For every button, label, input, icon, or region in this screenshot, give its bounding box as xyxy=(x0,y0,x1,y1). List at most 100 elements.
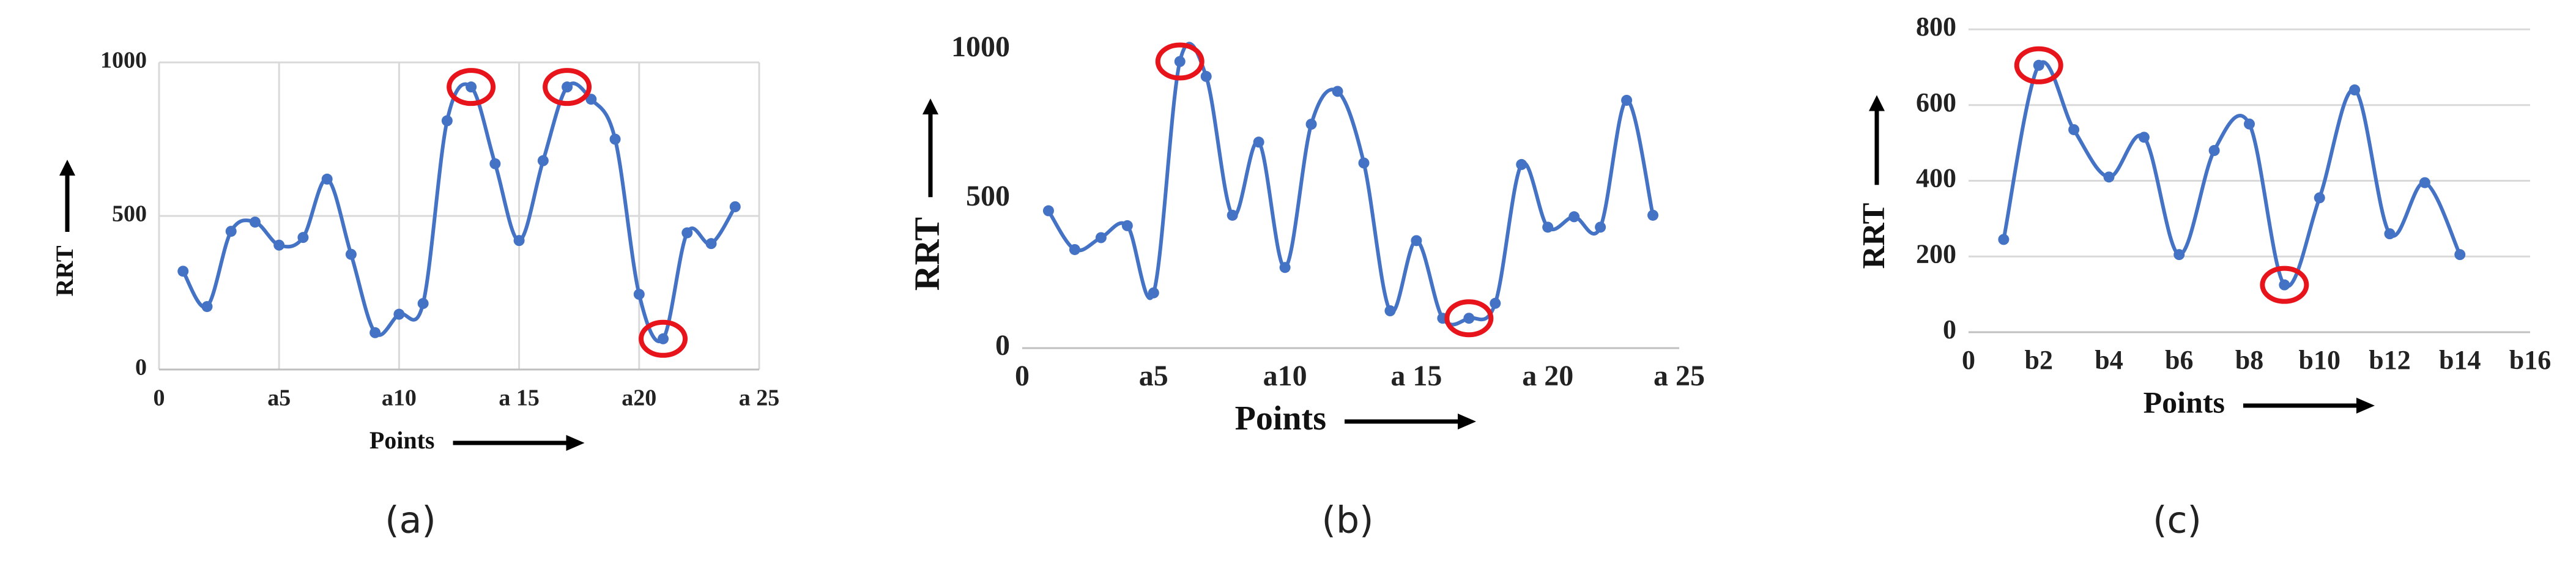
data-point xyxy=(321,173,333,185)
data-point xyxy=(658,333,669,344)
data-point xyxy=(2419,177,2430,188)
data-point xyxy=(1279,262,1291,273)
data-point xyxy=(2314,192,2325,204)
data-point xyxy=(513,235,525,247)
data-point xyxy=(1463,313,1475,324)
data-point xyxy=(466,81,477,93)
data-point xyxy=(1253,136,1264,148)
data-point xyxy=(201,301,213,313)
data-point xyxy=(1621,94,1633,106)
highlight-circle xyxy=(1155,42,1204,81)
data-point xyxy=(1200,70,1212,82)
x-axis-label: Points xyxy=(369,426,435,454)
data-point xyxy=(2208,145,2220,156)
y-tick-label: 0 xyxy=(995,329,1010,362)
data-point xyxy=(225,226,237,237)
x-axis-label: Points xyxy=(1235,399,1326,437)
data-point xyxy=(297,232,309,243)
data-point xyxy=(1384,305,1396,316)
y-axis-label: RRT xyxy=(51,245,78,296)
x-tick-label: a 15 xyxy=(1390,360,1442,392)
data-point xyxy=(633,289,645,300)
chart-panel: 0 500 1000 0 a5 a10 a 15 a20 a 25 RRT Points (a) xyxy=(51,48,779,542)
highlight-circle xyxy=(2260,266,2309,304)
data-point xyxy=(1358,157,1370,169)
data-line xyxy=(1047,42,1655,327)
caption: (c) xyxy=(2153,499,2202,542)
data-point xyxy=(1647,209,1659,221)
data-point xyxy=(2033,59,2044,71)
data-line xyxy=(181,81,737,343)
data-point xyxy=(1227,209,1238,221)
highlight-circle xyxy=(1444,299,1494,338)
x-tick-label: b6 xyxy=(2165,345,2193,375)
data-point xyxy=(609,133,621,145)
x-tick-label: a5 xyxy=(1139,360,1168,392)
data-point xyxy=(2384,228,2396,240)
caption: (a) xyxy=(385,499,436,542)
x-tick-label: a10 xyxy=(1263,360,1307,392)
data-point xyxy=(1998,234,2010,245)
y-tick-label: 600 xyxy=(1916,87,1956,117)
data-point xyxy=(1516,158,1527,170)
data-point xyxy=(1411,235,1422,247)
data-line xyxy=(2002,60,2462,289)
x-tick-label: b8 xyxy=(2235,345,2263,375)
data-point xyxy=(2454,249,2466,261)
data-point xyxy=(681,227,693,239)
data-point xyxy=(2173,249,2185,261)
y-tick-label: 1000 xyxy=(951,31,1010,63)
y-tick-label: 200 xyxy=(1916,239,1956,269)
data-point xyxy=(393,308,405,320)
y-tick-label: 0 xyxy=(135,355,147,381)
data-point xyxy=(369,327,381,338)
x-tick-label: a 25 xyxy=(739,385,780,411)
data-point xyxy=(1095,232,1107,243)
highlight-circle xyxy=(2014,46,2063,84)
chart-panel: 0 500 1000 0 a5 a10 a 15 a 20 a 25 RRT Points (b) xyxy=(907,31,1705,542)
highlight-circle xyxy=(639,319,688,358)
y-tick-label: 800 xyxy=(1916,12,1956,42)
data-point xyxy=(273,239,285,251)
data-point xyxy=(2068,124,2080,135)
data-point xyxy=(1148,287,1159,299)
x-tick-label: a20 xyxy=(622,385,656,411)
data-point xyxy=(2279,279,2290,291)
data-point xyxy=(537,155,549,166)
x-tick-label: b2 xyxy=(2025,345,2053,375)
highlight-circle xyxy=(447,68,496,106)
y-tick-label: 400 xyxy=(1916,163,1956,193)
data-point xyxy=(1542,221,1554,233)
caption: (b) xyxy=(1322,499,1374,542)
data-point xyxy=(1174,56,1186,67)
data-point xyxy=(489,158,501,169)
y-arrow-head xyxy=(59,160,75,176)
x-tick-label: b4 xyxy=(2095,345,2123,375)
x-axis-label: Points xyxy=(2144,385,2225,419)
x-arrow-head xyxy=(566,435,585,451)
x-tick-label: a10 xyxy=(382,385,417,411)
y-axis-label: RRT xyxy=(1857,203,1891,269)
data-point xyxy=(562,81,573,93)
y-arrow-head xyxy=(922,98,938,114)
data-point xyxy=(1069,243,1080,255)
x-arrow-head xyxy=(1458,414,1476,429)
x-tick-label: a 20 xyxy=(1522,360,1573,392)
data-point xyxy=(1568,211,1580,223)
x-tick-label: a 25 xyxy=(1654,360,1705,392)
x-tick-label: 0 xyxy=(1962,345,1975,375)
data-point xyxy=(1305,119,1317,130)
data-point xyxy=(441,115,453,127)
highlight-circle xyxy=(543,68,592,106)
data-point xyxy=(2103,171,2115,183)
data-point xyxy=(1332,86,1343,97)
x-tick-label: b14 xyxy=(2439,345,2481,375)
data-point xyxy=(345,248,357,260)
data-point xyxy=(1595,221,1606,233)
y-tick-label: 1000 xyxy=(100,48,147,73)
x-tick-label: 0 xyxy=(154,385,165,411)
x-tick-label: b12 xyxy=(2369,345,2410,375)
x-tick-label: a5 xyxy=(267,385,291,411)
x-tick-label: 0 xyxy=(1015,360,1030,392)
